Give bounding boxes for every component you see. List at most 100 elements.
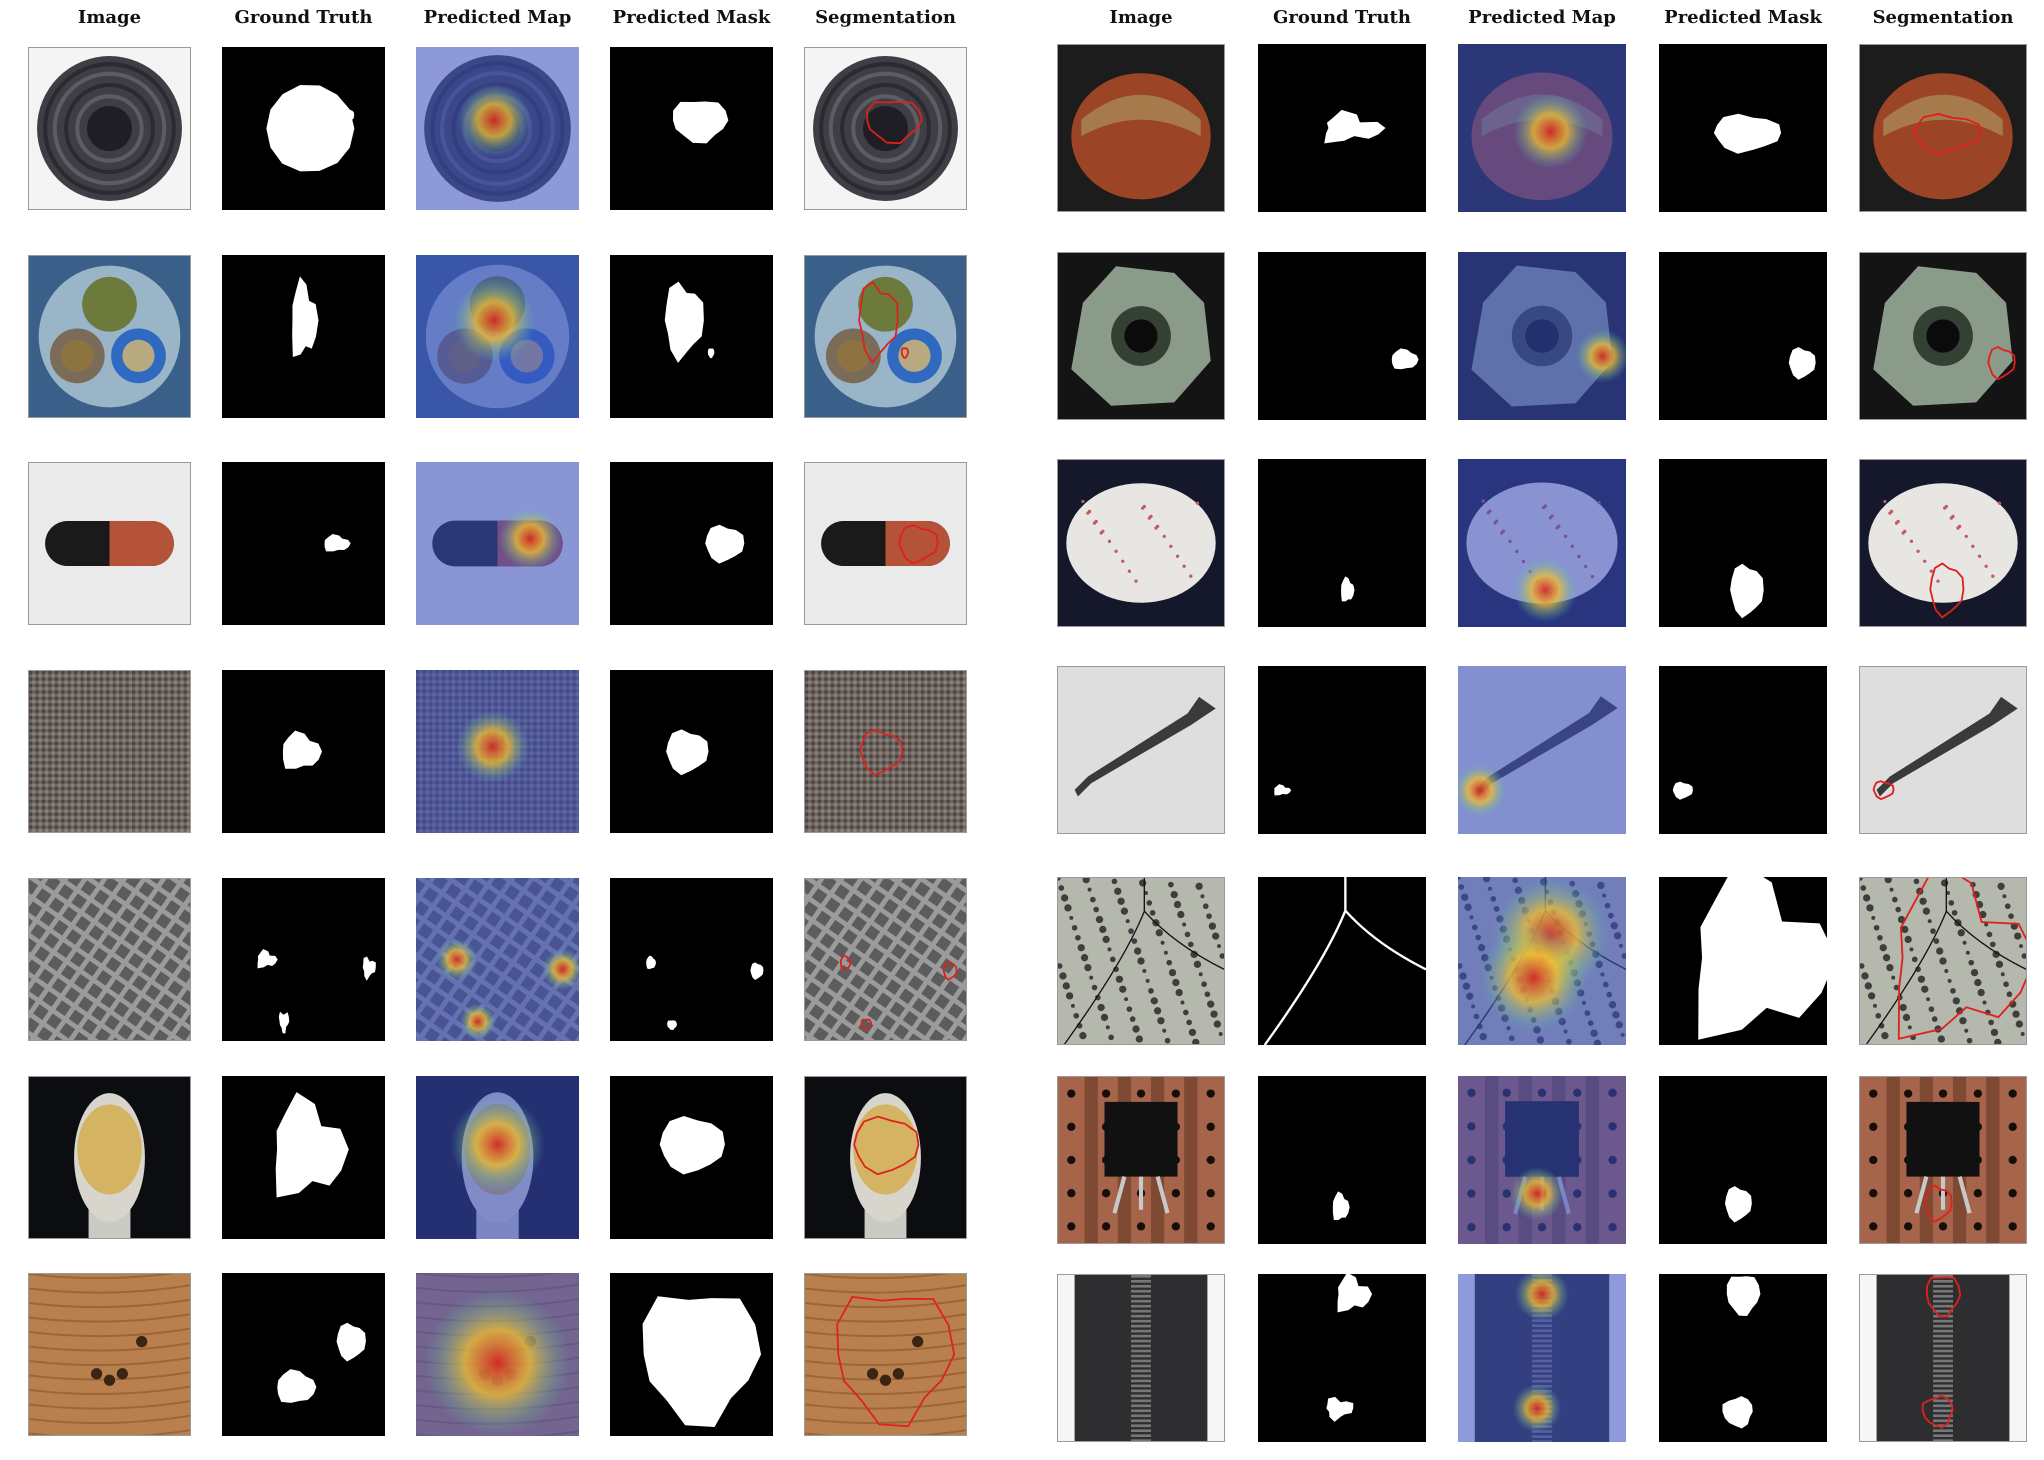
column-header: Predicted Map	[386, 4, 609, 32]
input-image-graphic	[29, 879, 190, 1040]
segmentation-overlay-graphic	[1860, 1077, 2026, 1243]
segmentation-overlay-graphic	[805, 48, 966, 209]
ground-truth-mask	[222, 670, 385, 833]
input-image	[28, 1273, 191, 1436]
predicted-heatmap-graphic	[1458, 252, 1626, 420]
input-image	[1057, 666, 1225, 834]
input-image-graphic	[1058, 460, 1224, 626]
segmentation-overlay-graphic	[1860, 1275, 2026, 1441]
predicted-heatmap	[416, 670, 579, 833]
input-image-graphic	[29, 48, 190, 209]
input-image	[28, 47, 191, 210]
predicted-mask-graphic	[1659, 1274, 1827, 1442]
predicted-mask	[610, 255, 773, 418]
input-image	[28, 670, 191, 833]
ground-truth-mask-graphic	[1258, 252, 1426, 420]
ground-truth-mask-graphic	[222, 255, 385, 418]
predicted-heatmap	[416, 1076, 579, 1239]
predicted-mask-graphic	[1659, 1076, 1827, 1244]
segmentation-overlay	[1859, 666, 2027, 834]
input-image	[28, 1076, 191, 1239]
predicted-heatmap	[1458, 1076, 1626, 1244]
predicted-heatmap-graphic	[1458, 459, 1626, 627]
column-header: Image	[0, 4, 221, 32]
predicted-mask	[610, 1076, 773, 1239]
ground-truth-mask	[1258, 44, 1426, 212]
input-image-graphic	[29, 463, 190, 624]
predicted-heatmap-graphic	[1458, 1274, 1626, 1442]
predicted-heatmap	[1458, 44, 1626, 212]
predicted-heatmap	[416, 1273, 579, 1436]
predicted-mask-graphic	[1659, 252, 1827, 420]
ground-truth-mask-graphic	[1258, 666, 1426, 834]
predicted-mask	[1659, 44, 1827, 212]
column-header: Ground Truth	[192, 4, 415, 32]
ground-truth-mask	[222, 1076, 385, 1239]
segmentation-overlay-graphic	[805, 1077, 966, 1238]
predicted-heatmap	[1458, 1274, 1626, 1442]
input-image	[1057, 459, 1225, 627]
segmentation-overlay	[804, 1076, 967, 1239]
ground-truth-mask	[222, 462, 385, 625]
predicted-mask-graphic	[610, 878, 773, 1041]
predicted-mask-graphic	[1659, 459, 1827, 627]
predicted-heatmap-graphic	[416, 255, 579, 418]
predicted-heatmap-graphic	[1458, 877, 1626, 1045]
ground-truth-mask	[1258, 1274, 1426, 1442]
ground-truth-mask-graphic	[1258, 877, 1426, 1045]
predicted-mask-graphic	[610, 670, 773, 833]
segmentation-overlay-graphic	[805, 879, 966, 1040]
ground-truth-mask-graphic	[222, 1076, 385, 1239]
predicted-mask-graphic	[610, 255, 773, 418]
ground-truth-mask-graphic	[222, 1273, 385, 1436]
input-image-graphic	[1058, 45, 1224, 211]
predicted-mask	[610, 462, 773, 625]
predicted-heatmap-graphic	[1458, 44, 1626, 212]
segmentation-overlay	[1859, 44, 2027, 212]
segmentation-overlay-graphic	[805, 256, 966, 417]
ground-truth-mask	[222, 878, 385, 1041]
segmentation-overlay-graphic	[1860, 253, 2026, 419]
predicted-mask	[610, 47, 773, 210]
predicted-mask	[1659, 459, 1827, 627]
ground-truth-mask	[1258, 666, 1426, 834]
ground-truth-mask-graphic	[1258, 459, 1426, 627]
segmentation-overlay	[1859, 459, 2027, 627]
input-image-graphic	[1058, 253, 1224, 419]
predicted-heatmap	[416, 47, 579, 210]
input-image	[28, 255, 191, 418]
input-image-graphic	[29, 1274, 190, 1435]
predicted-mask-graphic	[1659, 877, 1827, 1045]
input-image-graphic	[1058, 1275, 1224, 1441]
predicted-mask-graphic	[610, 1076, 773, 1239]
predicted-mask	[610, 1273, 773, 1436]
predicted-heatmap-graphic	[416, 670, 579, 833]
predicted-heatmap-graphic	[1458, 666, 1626, 834]
ground-truth-mask-graphic	[222, 878, 385, 1041]
predicted-mask	[1659, 1076, 1827, 1244]
predicted-mask-graphic	[1659, 666, 1827, 834]
predicted-heatmap-graphic	[416, 1273, 579, 1436]
input-image	[1057, 44, 1225, 212]
ground-truth-mask	[222, 1273, 385, 1436]
predicted-mask	[1659, 666, 1827, 834]
predicted-mask-graphic	[610, 462, 773, 625]
segmentation-overlay	[804, 1273, 967, 1436]
input-image	[1057, 1274, 1225, 1442]
predicted-mask	[1659, 252, 1827, 420]
segmentation-overlay-graphic	[805, 1274, 966, 1435]
predicted-heatmap-graphic	[1458, 1076, 1626, 1244]
column-header: Predicted Mask	[1629, 4, 1857, 32]
predicted-heatmap-graphic	[416, 878, 579, 1041]
predicted-heatmap	[416, 878, 579, 1041]
segmentation-overlay-graphic	[1860, 45, 2026, 211]
segmentation-overlay	[1859, 252, 2027, 420]
segmentation-overlay-graphic	[805, 463, 966, 624]
segmentation-overlay	[1859, 1274, 2027, 1442]
segmentation-overlay-graphic	[1860, 878, 2026, 1044]
segmentation-overlay-graphic	[805, 671, 966, 832]
input-image-graphic	[1058, 878, 1224, 1044]
column-header: Image	[1027, 4, 1255, 32]
segmentation-overlay	[804, 255, 967, 418]
predicted-heatmap-graphic	[416, 1076, 579, 1239]
